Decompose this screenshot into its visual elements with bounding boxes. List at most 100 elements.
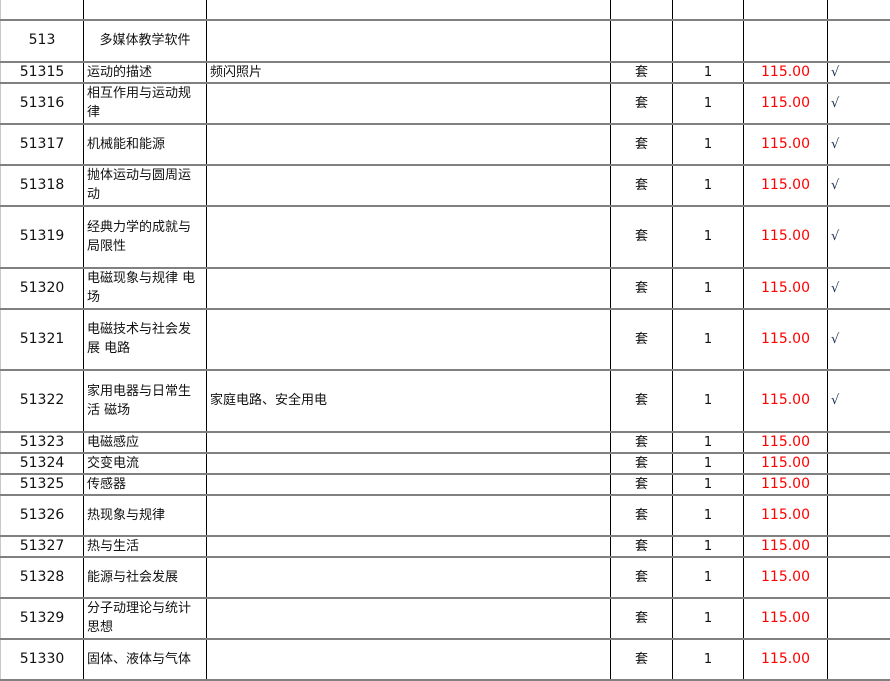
item-name[interactable]: 相互作用与运动规律 xyxy=(84,83,207,124)
item-name[interactable]: 经典力学的成就与局限性 xyxy=(84,206,207,268)
item-name[interactable]: 固体、液体与气体 xyxy=(84,639,207,680)
item-price[interactable]: 115.00 xyxy=(744,268,828,309)
item-name[interactable]: 机械能和能源 xyxy=(84,124,207,165)
item-check[interactable] xyxy=(828,536,890,557)
item-code[interactable]: 51321 xyxy=(1,309,84,370)
item-unit[interactable]: 套 xyxy=(611,536,673,557)
item-price[interactable]: 115.00 xyxy=(744,62,828,83)
cell[interactable] xyxy=(828,20,890,62)
item-check[interactable]: √ xyxy=(828,309,890,370)
item-price[interactable]: 115.00 xyxy=(744,453,828,474)
item-code[interactable]: 51325 xyxy=(1,474,84,495)
item-note[interactable]: 频闪照片 xyxy=(207,62,611,83)
item-note[interactable] xyxy=(207,557,611,598)
item-code[interactable]: 51324 xyxy=(1,453,84,474)
item-quantity[interactable]: 1 xyxy=(673,536,744,557)
item-unit[interactable]: 套 xyxy=(611,165,673,206)
item-code[interactable]: 51319 xyxy=(1,206,84,268)
item-check[interactable] xyxy=(828,557,890,598)
item-note[interactable] xyxy=(207,206,611,268)
item-quantity[interactable]: 1 xyxy=(673,474,744,495)
item-code[interactable]: 51323 xyxy=(1,432,84,453)
item-unit[interactable]: 套 xyxy=(611,309,673,370)
item-price[interactable]: 115.00 xyxy=(744,474,828,495)
item-quantity[interactable]: 1 xyxy=(673,639,744,680)
item-name[interactable]: 交变电流 xyxy=(84,453,207,474)
item-name[interactable]: 电磁现象与规律 电场 xyxy=(84,268,207,309)
item-name[interactable]: 分子动理论与统计思想 xyxy=(84,598,207,639)
item-check[interactable]: √ xyxy=(828,165,890,206)
item-check[interactable]: √ xyxy=(828,268,890,309)
item-unit[interactable]: 套 xyxy=(611,268,673,309)
item-price[interactable]: 115.00 xyxy=(744,598,828,639)
item-code[interactable]: 51328 xyxy=(1,557,84,598)
item-name[interactable]: 电磁感应 xyxy=(84,432,207,453)
cell[interactable] xyxy=(744,0,828,20)
item-price[interactable]: 115.00 xyxy=(744,536,828,557)
item-quantity[interactable]: 1 xyxy=(673,453,744,474)
item-unit[interactable]: 套 xyxy=(611,598,673,639)
item-name[interactable]: 电磁技术与社会发展 电路 xyxy=(84,309,207,370)
item-note[interactable] xyxy=(207,432,611,453)
item-price[interactable]: 115.00 xyxy=(744,309,828,370)
item-name[interactable]: 抛体运动与圆周运动 xyxy=(84,165,207,206)
item-check[interactable]: √ xyxy=(828,206,890,268)
item-quantity[interactable]: 1 xyxy=(673,432,744,453)
item-unit[interactable]: 套 xyxy=(611,557,673,598)
item-unit[interactable]: 套 xyxy=(611,495,673,536)
item-note[interactable] xyxy=(207,453,611,474)
item-quantity[interactable]: 1 xyxy=(673,268,744,309)
item-note[interactable] xyxy=(207,536,611,557)
item-note[interactable] xyxy=(207,83,611,124)
item-check[interactable]: √ xyxy=(828,124,890,165)
category-name[interactable]: 多媒体教学软件 xyxy=(84,20,207,62)
item-unit[interactable]: 套 xyxy=(611,62,673,83)
category-code[interactable]: 513 xyxy=(1,20,84,62)
item-unit[interactable]: 套 xyxy=(611,206,673,268)
cell[interactable] xyxy=(744,20,828,62)
cell[interactable] xyxy=(84,0,207,20)
item-name[interactable]: 传感器 xyxy=(84,474,207,495)
item-note[interactable] xyxy=(207,309,611,370)
cell[interactable] xyxy=(207,0,611,20)
item-price[interactable]: 115.00 xyxy=(744,557,828,598)
item-quantity[interactable]: 1 xyxy=(673,124,744,165)
item-unit[interactable]: 套 xyxy=(611,474,673,495)
item-name[interactable]: 家用电器与日常生活 磁场 xyxy=(84,370,207,432)
item-unit[interactable]: 套 xyxy=(611,453,673,474)
item-price[interactable]: 115.00 xyxy=(744,495,828,536)
item-name[interactable]: 能源与社会发展 xyxy=(84,557,207,598)
item-check[interactable]: √ xyxy=(828,62,890,83)
item-code[interactable]: 51330 xyxy=(1,639,84,680)
item-quantity[interactable]: 1 xyxy=(673,165,744,206)
item-check[interactable] xyxy=(828,453,890,474)
item-price[interactable]: 115.00 xyxy=(744,370,828,432)
item-price[interactable]: 115.00 xyxy=(744,165,828,206)
item-code[interactable]: 51327 xyxy=(1,536,84,557)
cell[interactable] xyxy=(828,0,890,20)
item-note[interactable] xyxy=(207,124,611,165)
item-check[interactable] xyxy=(828,598,890,639)
item-note[interactable]: 家庭电路、安全用电 xyxy=(207,370,611,432)
item-code[interactable]: 51316 xyxy=(1,83,84,124)
item-price[interactable]: 115.00 xyxy=(744,124,828,165)
cell[interactable] xyxy=(611,0,673,20)
cell[interactable] xyxy=(673,20,744,62)
item-code[interactable]: 51326 xyxy=(1,495,84,536)
item-quantity[interactable]: 1 xyxy=(673,598,744,639)
item-name[interactable]: 热现象与规律 xyxy=(84,495,207,536)
item-check[interactable]: √ xyxy=(828,83,890,124)
item-quantity[interactable]: 1 xyxy=(673,206,744,268)
item-quantity[interactable]: 1 xyxy=(673,370,744,432)
item-code[interactable]: 51329 xyxy=(1,598,84,639)
cell[interactable] xyxy=(673,0,744,20)
item-name[interactable]: 运动的描述 xyxy=(84,62,207,83)
item-unit[interactable]: 套 xyxy=(611,124,673,165)
item-note[interactable] xyxy=(207,495,611,536)
item-quantity[interactable]: 1 xyxy=(673,309,744,370)
item-unit[interactable]: 套 xyxy=(611,639,673,680)
item-note[interactable] xyxy=(207,598,611,639)
item-quantity[interactable]: 1 xyxy=(673,83,744,124)
item-check[interactable] xyxy=(828,639,890,680)
item-quantity[interactable]: 1 xyxy=(673,495,744,536)
